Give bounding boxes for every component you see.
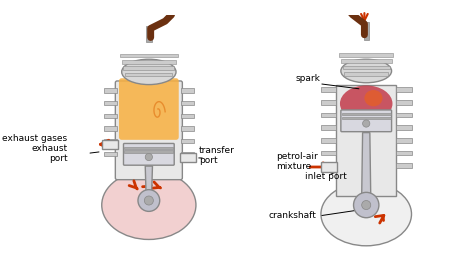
Ellipse shape <box>122 59 176 85</box>
Bar <box>103 139 117 144</box>
Ellipse shape <box>321 182 411 246</box>
Bar <box>103 88 117 93</box>
Bar <box>343 65 390 69</box>
Bar <box>345 72 388 76</box>
Bar <box>181 139 194 144</box>
Bar <box>396 138 411 142</box>
Bar <box>396 151 411 155</box>
Bar <box>321 87 337 92</box>
Bar <box>124 67 174 70</box>
Polygon shape <box>362 133 371 196</box>
Bar <box>124 147 173 149</box>
Bar <box>339 53 393 56</box>
Circle shape <box>363 120 370 127</box>
Bar <box>122 60 176 64</box>
Bar <box>321 113 337 117</box>
Text: exhaust
port: exhaust port <box>31 144 67 163</box>
Bar <box>124 150 173 153</box>
Bar <box>103 113 117 118</box>
Bar <box>120 54 178 58</box>
Bar <box>180 153 196 162</box>
Bar <box>321 151 337 155</box>
Bar <box>396 163 411 168</box>
Bar <box>321 138 337 142</box>
Bar <box>181 88 194 93</box>
Bar <box>341 59 392 63</box>
Bar <box>103 152 117 156</box>
Text: inlet port: inlet port <box>305 172 346 181</box>
Ellipse shape <box>365 90 383 106</box>
Polygon shape <box>145 166 153 196</box>
Text: transfer
port: transfer port <box>199 145 235 165</box>
Bar <box>321 125 337 130</box>
Bar <box>337 85 396 196</box>
Bar <box>181 152 194 156</box>
FancyBboxPatch shape <box>119 78 179 140</box>
Bar <box>146 26 152 42</box>
Bar <box>103 101 117 105</box>
FancyBboxPatch shape <box>124 144 174 165</box>
Ellipse shape <box>102 171 196 239</box>
Text: exhaust gases: exhaust gases <box>2 135 67 143</box>
Bar <box>396 113 411 117</box>
Bar <box>396 100 411 104</box>
Text: spark: spark <box>296 74 320 83</box>
Bar <box>342 113 391 115</box>
Ellipse shape <box>341 59 392 83</box>
Bar <box>342 117 391 119</box>
Text: petrol-air
mixture: petrol-air mixture <box>276 152 318 171</box>
Bar <box>396 125 411 130</box>
Bar <box>181 113 194 118</box>
Bar <box>321 162 337 172</box>
Bar <box>321 100 337 104</box>
Text: crankshaft: crankshaft <box>268 212 316 220</box>
Bar <box>396 87 411 92</box>
Bar <box>181 101 194 105</box>
FancyBboxPatch shape <box>341 110 392 132</box>
Bar <box>125 73 173 76</box>
Bar <box>321 163 337 168</box>
Circle shape <box>362 201 371 210</box>
Circle shape <box>144 196 154 205</box>
Ellipse shape <box>340 85 392 122</box>
Bar <box>103 126 117 131</box>
Circle shape <box>354 192 379 218</box>
Circle shape <box>138 190 160 211</box>
Bar <box>181 126 194 131</box>
Bar <box>102 140 118 149</box>
FancyBboxPatch shape <box>115 81 182 180</box>
Bar <box>364 22 369 40</box>
Circle shape <box>145 153 153 161</box>
